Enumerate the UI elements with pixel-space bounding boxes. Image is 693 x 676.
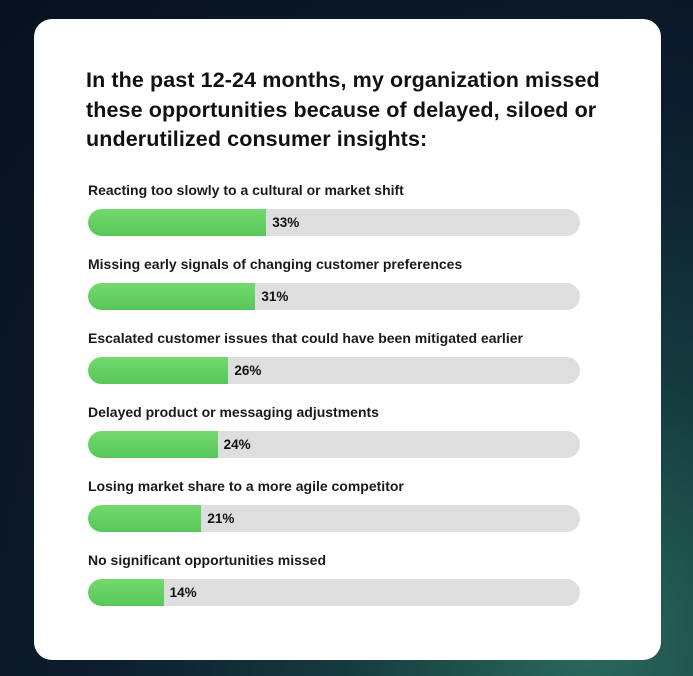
data-label: 14%: [169, 585, 197, 600]
category-label: Reacting too slowly to a cultural or mar…: [88, 182, 404, 198]
data-label: 33%: [272, 215, 300, 230]
category-label: Delayed product or messaging adjustments: [88, 404, 379, 420]
bar-track: 21%: [88, 505, 580, 532]
category-label: No significant opportunities missed: [88, 552, 327, 568]
data-label: 21%: [207, 511, 235, 526]
category-label: Missing early signals of changing custom…: [88, 256, 463, 272]
bar: [88, 209, 267, 236]
bar-track: 26%: [88, 357, 580, 384]
bar: [88, 505, 202, 532]
bar-track: 31%: [88, 283, 580, 310]
bar: [88, 283, 256, 310]
data-label: 31%: [261, 289, 289, 304]
bar: [88, 579, 164, 606]
category-label: Escalated customer issues that could hav…: [88, 330, 523, 346]
bar-track: 24%: [88, 431, 580, 458]
category-label: Losing market share to a more agile comp…: [88, 478, 404, 494]
data-label: 26%: [234, 363, 262, 378]
data-label: 24%: [223, 437, 251, 452]
bar: [88, 431, 218, 458]
bar-track: 14%: [88, 579, 580, 606]
bar-track: 33%: [88, 209, 580, 236]
survey-card: In the past 12-24 months, my organizatio…: [34, 19, 661, 660]
chart-title: In the past 12-24 months, my organizatio…: [86, 68, 600, 151]
bar-chart: Reacting too slowly to a cultural or mar…: [34, 19, 661, 660]
bar: [88, 357, 229, 384]
